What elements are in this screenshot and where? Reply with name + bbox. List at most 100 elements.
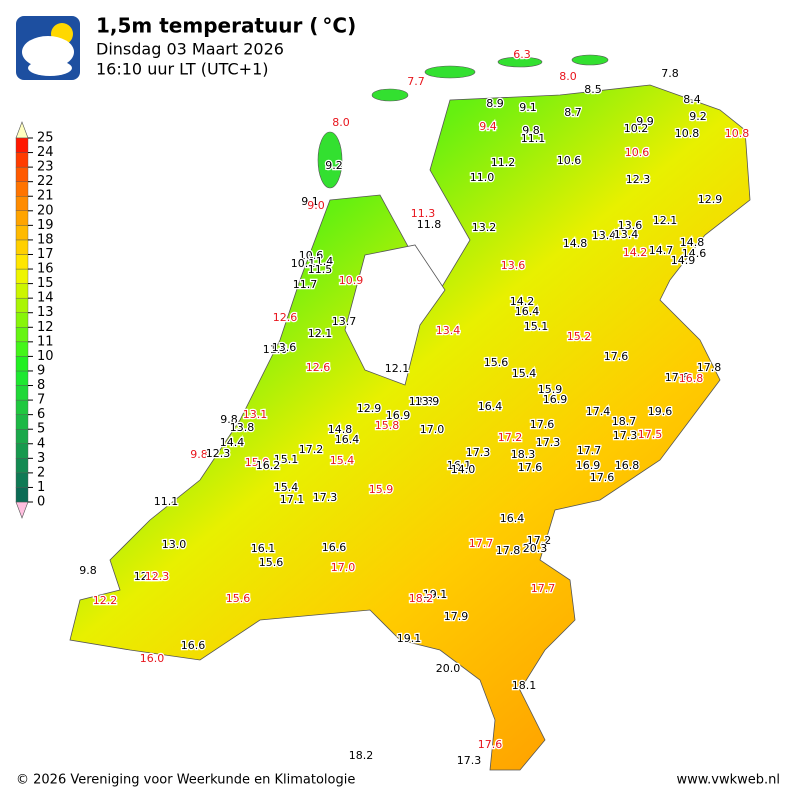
station-value: 6.3	[513, 48, 531, 61]
station-value: 13.6	[618, 219, 643, 232]
station-value: 8.5	[584, 83, 602, 96]
station-value: 13.4	[436, 324, 461, 337]
station-value: 9.2	[689, 110, 707, 123]
station-value: 9.2	[325, 159, 343, 172]
station-value: 17.3	[457, 754, 482, 767]
station-value: 8.0	[559, 70, 577, 83]
station-value: 17.4	[586, 405, 611, 418]
station-value: 16.4	[500, 512, 525, 525]
station-value: 14.2	[623, 246, 648, 259]
station-value: 14.2	[510, 295, 535, 308]
station-value: 9.8	[190, 448, 208, 461]
station-value: 17.3	[466, 446, 491, 459]
scale-bin	[15, 210, 29, 226]
scale-label: 10	[37, 349, 54, 364]
scale-bin	[15, 458, 29, 474]
station-value: 16.9	[543, 393, 568, 406]
station-value: 9.8	[79, 564, 97, 577]
station-value: 20.3	[523, 542, 548, 555]
title: 1,5m temperatuur ( °C)	[96, 14, 356, 38]
station-value: 13.1	[243, 408, 268, 421]
station-value: 15.6	[484, 356, 509, 369]
scale-label: 22	[37, 174, 54, 189]
station-value: 10.8	[725, 127, 750, 140]
scale-label: 17	[37, 247, 54, 262]
station-value: 11.1	[521, 132, 546, 145]
scale-label: 3	[37, 451, 45, 466]
scale-bin	[15, 181, 29, 197]
time: 16:10 uur LT (UTC+1)	[96, 60, 269, 79]
scale-bin	[15, 443, 29, 459]
station-value: 12.6	[306, 361, 331, 374]
station-value: 8.9	[486, 97, 504, 110]
station-value: 17.8	[697, 361, 722, 374]
scale-label: 14	[37, 291, 54, 306]
station-value: 16.9	[576, 459, 601, 472]
station-value: 10.6	[557, 154, 582, 167]
station-value: 16.9	[386, 409, 411, 422]
scale-bin	[15, 166, 29, 182]
site: www.vwkweb.nl	[676, 773, 780, 788]
station-value: 15.4	[330, 454, 355, 467]
scale-label: 25	[37, 131, 54, 146]
lake	[344, 244, 446, 386]
station-value: 17.8	[496, 544, 521, 557]
station-value: 17.6	[590, 471, 615, 484]
station-value: 16.6	[322, 541, 347, 554]
station-value: 18.2	[409, 592, 434, 605]
scale-bin	[15, 152, 29, 168]
station-value: 14.8	[563, 237, 588, 250]
station-value: 17.2	[299, 443, 324, 456]
station-value: 17.3	[536, 436, 561, 449]
scale-label: 13	[37, 305, 54, 320]
station-value: 12.1	[308, 327, 333, 340]
scale-label: 20	[37, 203, 54, 218]
station-value: 12.1	[385, 362, 410, 375]
station-value: 16.0	[140, 652, 165, 665]
station-value: 11.5	[308, 263, 333, 276]
scale-bin	[15, 429, 29, 444]
scale-label: 8	[37, 378, 45, 393]
station-value: 19.6	[648, 405, 673, 418]
scale-label: 12	[37, 320, 54, 335]
station-value: 17.5	[638, 428, 663, 441]
station-value: 20.0	[436, 662, 461, 675]
scale-label: 9	[37, 363, 45, 378]
station-value: 12.1	[134, 570, 159, 583]
station-value: 10.1	[291, 257, 316, 270]
scale-bin	[15, 356, 29, 372]
scale-label: 5	[37, 422, 45, 437]
station-value: 18.2	[349, 749, 374, 762]
scale-bin	[15, 472, 29, 488]
station-value: 17.7	[577, 444, 602, 457]
station-value: 10.6	[625, 146, 650, 159]
station-value: 15.1	[524, 320, 549, 333]
station-value: 17.6	[604, 350, 629, 363]
scale-label: 21	[37, 189, 54, 204]
scale-label: 6	[37, 407, 45, 422]
station-value: 12.9	[698, 193, 723, 206]
station-value: 14.8	[680, 236, 705, 249]
copyright: © 2026 Vereniging voor Weerkunde en Klim…	[16, 773, 355, 788]
scale-bin	[15, 327, 29, 343]
station-value: 16.1	[251, 542, 276, 555]
station-value: 14.8	[328, 423, 353, 436]
scale-label: 11	[37, 334, 54, 349]
land	[69, 84, 751, 771]
station-value: 14.9	[671, 254, 696, 267]
scale-bin	[15, 487, 29, 503]
station-value: 15.6	[226, 592, 251, 605]
station-value: 11.2	[491, 156, 516, 169]
station-value: 17.6	[530, 418, 555, 431]
scale-label: 0	[37, 495, 45, 510]
scale-label: 16	[37, 262, 54, 277]
station-value: 14.6	[682, 247, 707, 260]
station-value: 13.2	[472, 221, 497, 234]
station-value: 11.8	[417, 218, 442, 231]
station-value: 8.4	[683, 93, 701, 106]
station-value: 18.7	[612, 415, 637, 428]
station-value: 10.6	[299, 249, 324, 262]
station-value: 7.8	[661, 67, 679, 80]
scale-label: 19	[37, 218, 54, 233]
station-value: 14.4	[220, 436, 245, 449]
